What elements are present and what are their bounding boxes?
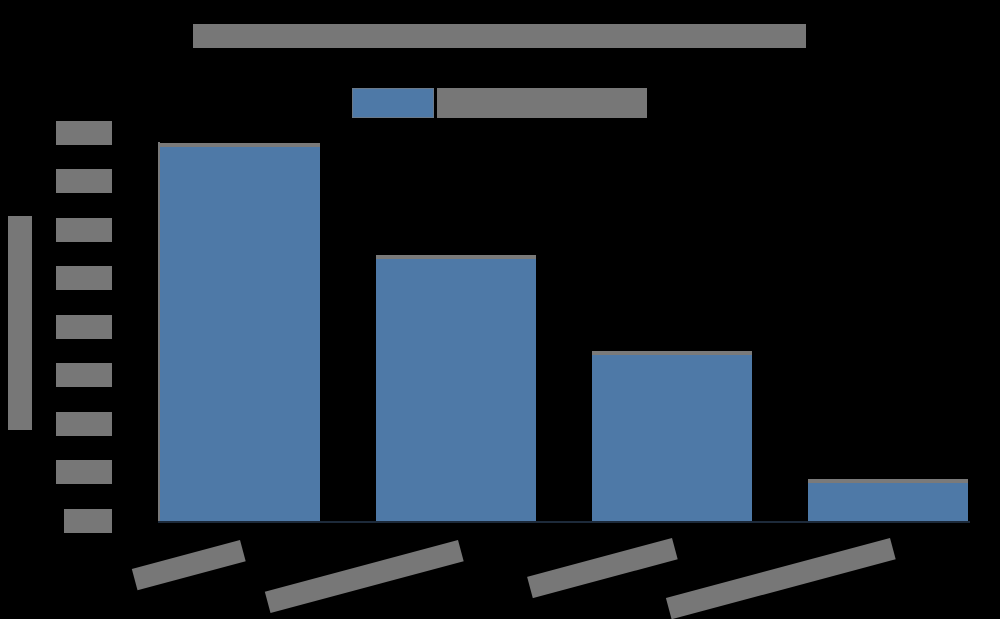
y-tick-label: [redacted]	[56, 363, 112, 387]
y-tick-label: [redacted]	[56, 121, 112, 145]
chart-title: [redacted]	[193, 24, 806, 48]
y-tick-label: [redacted]	[64, 509, 112, 533]
legend-swatch	[352, 88, 434, 118]
y-tick-label: [redacted]	[56, 460, 112, 484]
y-axis-title: [redacted]	[8, 216, 32, 430]
y-tick-label: [redacted]	[56, 412, 112, 436]
x-axis-line	[158, 521, 970, 523]
x-tick-label: [redacted-3]	[527, 538, 678, 599]
y-tick-label: [redacted]	[56, 315, 112, 339]
bar-2	[376, 255, 536, 522]
y-tick-label: [redacted]	[56, 218, 112, 242]
bar-4	[808, 479, 968, 522]
bar-1	[160, 143, 320, 522]
y-tick-label: [redacted]	[56, 266, 112, 290]
x-tick-label: [redacted-4]	[665, 538, 896, 619]
x-tick-label: [redacted-2]	[264, 540, 464, 614]
y-axis-line	[158, 142, 160, 523]
y-tick-label: [redacted]	[56, 169, 112, 193]
legend-label: [redacted]	[437, 88, 647, 118]
x-tick-label: [redacted-1]	[131, 540, 246, 591]
bar-3	[592, 351, 752, 522]
